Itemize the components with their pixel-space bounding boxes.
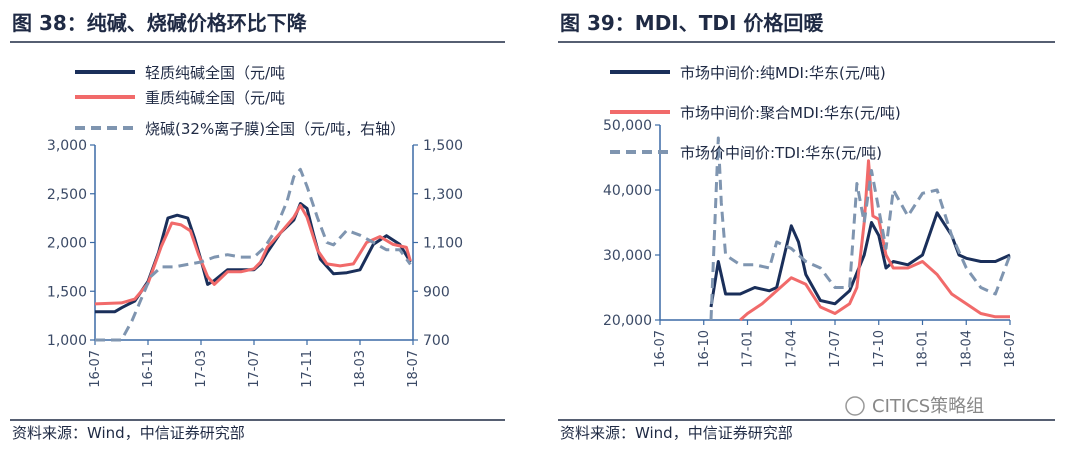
legend-label: 重质纯碱全国（元/吨 bbox=[145, 89, 285, 107]
x-tick-label: 17-07 bbox=[828, 330, 843, 368]
legend-label: 烧碱(32%离子膜)全国（元/吨，右轴） bbox=[145, 120, 405, 138]
y-tick-label: 20,000 bbox=[603, 313, 652, 329]
y-tick-label: 1,500 bbox=[47, 284, 87, 300]
x-tick-label: 16-07 bbox=[653, 330, 668, 368]
x-tick-label: 17-11 bbox=[300, 350, 315, 388]
x-tick-label: 17-01 bbox=[741, 330, 756, 368]
y2-tick-label: 700 bbox=[423, 333, 450, 349]
legend-label: 市场中间价:纯MDI:华东(元/吨) bbox=[680, 64, 886, 82]
y2-tick-label: 1,500 bbox=[423, 138, 463, 154]
x-tick-label: 16-11 bbox=[141, 350, 156, 388]
y-tick-label: 50,000 bbox=[603, 118, 652, 134]
watermark-text: CITICS策略组 bbox=[872, 396, 984, 417]
series-line-3 bbox=[95, 167, 412, 342]
source-note: 资料来源：Wind，中信证券研究部 bbox=[12, 424, 245, 442]
series-line-1 bbox=[95, 202, 412, 314]
x-tick-label: 18-03 bbox=[353, 350, 368, 388]
series-line-3 bbox=[709, 136, 1012, 321]
y2-tick-label: 1,300 bbox=[423, 187, 463, 203]
y-tick-label: 2,500 bbox=[47, 187, 87, 203]
chart-title: 图 38：纯碱、烧碱价格环比下降 bbox=[12, 11, 308, 35]
source-note: 资料来源：Wind，中信证券研究部 bbox=[560, 424, 793, 442]
x-tick-label: 18-04 bbox=[959, 330, 974, 368]
legend-label: 市场价中间价:TDI:华东(元/吨) bbox=[680, 144, 882, 162]
x-tick-label: 16-10 bbox=[697, 330, 712, 368]
legend-label: 轻质纯碱全国（元/吨 bbox=[145, 64, 285, 82]
chart-title: 图 39：MDI、TDI 价格回暖 bbox=[560, 11, 824, 35]
y-tick-label: 40,000 bbox=[603, 183, 652, 199]
x-tick-label: 18-07 bbox=[406, 350, 421, 388]
y-tick-label: 30,000 bbox=[603, 248, 652, 264]
x-tick-label: 17-10 bbox=[872, 330, 887, 368]
y2-tick-label: 1,100 bbox=[423, 236, 463, 252]
watermark: CITICS策略组 bbox=[845, 396, 984, 417]
series-line-2 bbox=[94, 204, 412, 306]
x-tick-label: 18-01 bbox=[916, 330, 931, 368]
y2-tick-label: 900 bbox=[423, 284, 450, 300]
x-tick-label: 16-07 bbox=[88, 350, 103, 388]
y-tick-label: 3,000 bbox=[47, 138, 87, 154]
y-tick-label: 1,000 bbox=[47, 333, 87, 349]
wechat-icon bbox=[845, 396, 865, 416]
x-tick-label: 18-07 bbox=[1003, 330, 1018, 368]
legend-label: 市场中间价:聚合MDI:华东(元/吨) bbox=[680, 104, 901, 122]
y-tick-label: 2,000 bbox=[47, 236, 87, 252]
x-tick-label: 17-07 bbox=[247, 350, 262, 388]
series-line-2 bbox=[739, 159, 1010, 322]
x-tick-label: 17-03 bbox=[194, 350, 209, 388]
x-tick-label: 17-04 bbox=[784, 330, 799, 368]
